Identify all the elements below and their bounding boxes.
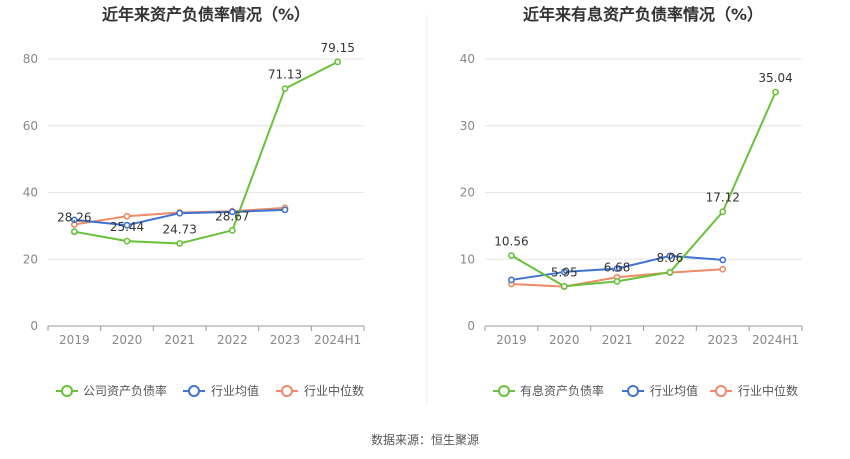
x-tick-label: 2023	[707, 333, 738, 347]
data-label: 79.15	[320, 41, 354, 55]
x-tick-label: 2023	[270, 333, 301, 347]
y-tick-label: 20	[460, 186, 475, 200]
x-tick-label: 2021	[602, 333, 633, 347]
x-tick-label: 2019	[496, 333, 527, 347]
chart-title: 近年来有息资产负债率情况（%）	[523, 5, 763, 24]
legend-label: 行业均值	[650, 383, 698, 398]
y-tick-label: 40	[23, 186, 38, 200]
legend-label: 行业均值	[211, 383, 259, 398]
legend-label: 公司资产负债率	[83, 383, 167, 398]
series-point	[560, 268, 568, 276]
legend-marker	[188, 385, 200, 397]
series-point	[772, 88, 779, 96]
series-point	[176, 240, 184, 247]
y-tick-label: 60	[23, 119, 38, 133]
series-point	[228, 208, 236, 216]
series-line	[74, 60, 339, 245]
series-point	[613, 278, 621, 285]
data-label: 28.67	[215, 209, 249, 223]
legend-marker	[498, 385, 510, 397]
series-point	[508, 276, 515, 284]
series-point	[176, 209, 184, 217]
x-tick-label: 2020	[112, 333, 143, 347]
series-point	[123, 237, 131, 245]
x-tick-label: 2019	[59, 333, 90, 347]
data-label: 5.95	[551, 265, 578, 279]
y-tick-label: 40	[460, 52, 475, 66]
data-label: 8.06	[657, 251, 684, 265]
series-point	[70, 216, 78, 224]
y-tick-label: 80	[23, 52, 38, 66]
series-point	[228, 226, 236, 234]
data-label: 17.12	[706, 191, 740, 205]
y-tick-label: 0	[30, 319, 38, 333]
series-point	[123, 221, 131, 229]
y-tick-label: 20	[23, 252, 38, 266]
x-tick-label: 2020	[549, 333, 580, 347]
x-tick-label: 2022	[217, 333, 248, 347]
y-tick-label: 0	[467, 319, 475, 333]
y-tick-label: 30	[460, 119, 475, 133]
series-line	[510, 91, 777, 288]
x-tick-label: 2022	[655, 333, 686, 347]
data-label: 71.13	[268, 68, 302, 82]
series-point	[508, 252, 515, 259]
legend-marker	[715, 385, 727, 397]
data-label: 28.26	[57, 211, 91, 225]
y-tick-label: 10	[460, 252, 475, 266]
data-label: 25.44	[110, 220, 144, 234]
chart-1: 近年来资产负债率情况（%） 0 20 40 60 80 2019 2020 2021 2022 20…	[23, 5, 365, 398]
series-point	[560, 282, 568, 290]
chart-title: 近年来资产负债率情况（%）	[102, 5, 310, 24]
legend-marker	[627, 385, 639, 397]
data-label: 35.04	[758, 71, 792, 85]
data-label: 10.56	[494, 235, 528, 249]
data-source-footer: 数据来源：恒生聚源	[370, 433, 479, 447]
legend-label: 行业中位数	[738, 383, 798, 398]
data-label: 24.73	[162, 222, 196, 236]
series-point	[281, 206, 289, 214]
series-point	[719, 265, 727, 273]
series-point	[719, 208, 727, 216]
legend-label: 行业中位数	[304, 383, 364, 398]
chart-2: 近年来有息资产负债率情况（%） 0 10 20 30 40 2019 2020 2021 2022…	[460, 5, 803, 398]
data-label: 6.68	[604, 260, 631, 274]
series-point	[123, 212, 131, 220]
series-point	[666, 252, 674, 260]
x-tick-label: 2024H1	[752, 333, 799, 347]
series-point	[613, 265, 621, 272]
series-point	[719, 256, 727, 264]
legend-label: 有息资产负债率	[520, 383, 604, 398]
series-point	[281, 85, 289, 93]
x-tick-label: 2021	[164, 333, 195, 347]
x-tick-label: 2024H1	[314, 333, 361, 347]
series-point	[666, 268, 674, 276]
series-point	[70, 228, 78, 236]
legend-marker	[281, 385, 293, 397]
legend-marker	[61, 385, 73, 397]
series-point	[334, 58, 342, 66]
